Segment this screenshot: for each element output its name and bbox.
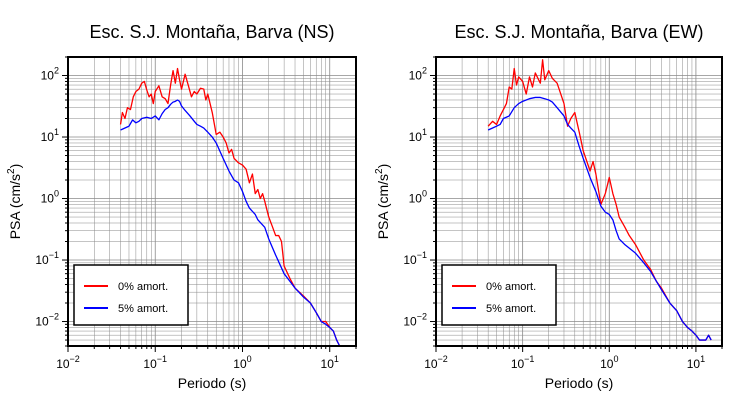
legend-label: 5% amort. [486, 303, 536, 315]
chart-panel-1: 10−2 10−1 100 101 10−2 10−1 100 101 102 Esc. S.J.… [374, 22, 723, 391]
legend-label: 0% amort. [118, 281, 168, 293]
y-tick-label: 10−2 [35, 312, 59, 329]
y-axis-label: PSA (cm/s2) [374, 164, 391, 240]
legend-box [73, 264, 189, 326]
ticks [62, 56, 357, 352]
series-line-0 [119, 67, 341, 347]
x-axis-label: Periodo (s) [178, 375, 246, 391]
legend: 0% amort. 5% amort. [73, 264, 189, 326]
grid [436, 57, 722, 346]
x-tick-label: 10−1 [143, 354, 167, 371]
y-tick-label: 10−1 [35, 250, 59, 267]
series-line-1 [487, 96, 712, 341]
y-tick-label: 102 [409, 66, 427, 83]
y-tick-label: 100 [409, 189, 427, 206]
legend-label: 0% amort. [486, 281, 536, 293]
legend-label: 5% amort. [118, 303, 168, 315]
x-tick-label: 101 [687, 354, 705, 371]
x-tick-label: 100 [233, 354, 251, 371]
y-tick-label: 102 [41, 66, 59, 83]
x-tick-label: 100 [600, 354, 618, 371]
y-tick-label: 101 [41, 127, 59, 144]
legend-box [441, 264, 557, 326]
x-tick-label: 10−1 [511, 354, 535, 371]
x-tick-label: 10−2 [424, 354, 448, 371]
series-line-1 [120, 99, 341, 347]
x-tick-label: 10−2 [56, 354, 80, 371]
y-tick-label: 101 [409, 127, 427, 144]
chart-panel-0: 10−2 10−1 100 101 10−2 10−1 100 101 102 Esc. S.J.… [6, 22, 357, 391]
x-axis-label: Periodo (s) [545, 375, 613, 391]
y-axis-label: PSA (cm/s2) [6, 164, 23, 240]
chart-title: Esc. S.J. Montaña, Barva (EW) [454, 22, 703, 42]
y-tick-label: 10−1 [403, 250, 427, 267]
y-tick-label: 10−2 [403, 312, 427, 329]
y-tick-label: 100 [41, 189, 59, 206]
legend: 0% amort. 5% amort. [441, 264, 557, 326]
chart-title: Esc. S.J. Montaña, Barva (NS) [89, 22, 334, 42]
x-tick-label: 101 [321, 354, 339, 371]
ticks [430, 56, 723, 352]
